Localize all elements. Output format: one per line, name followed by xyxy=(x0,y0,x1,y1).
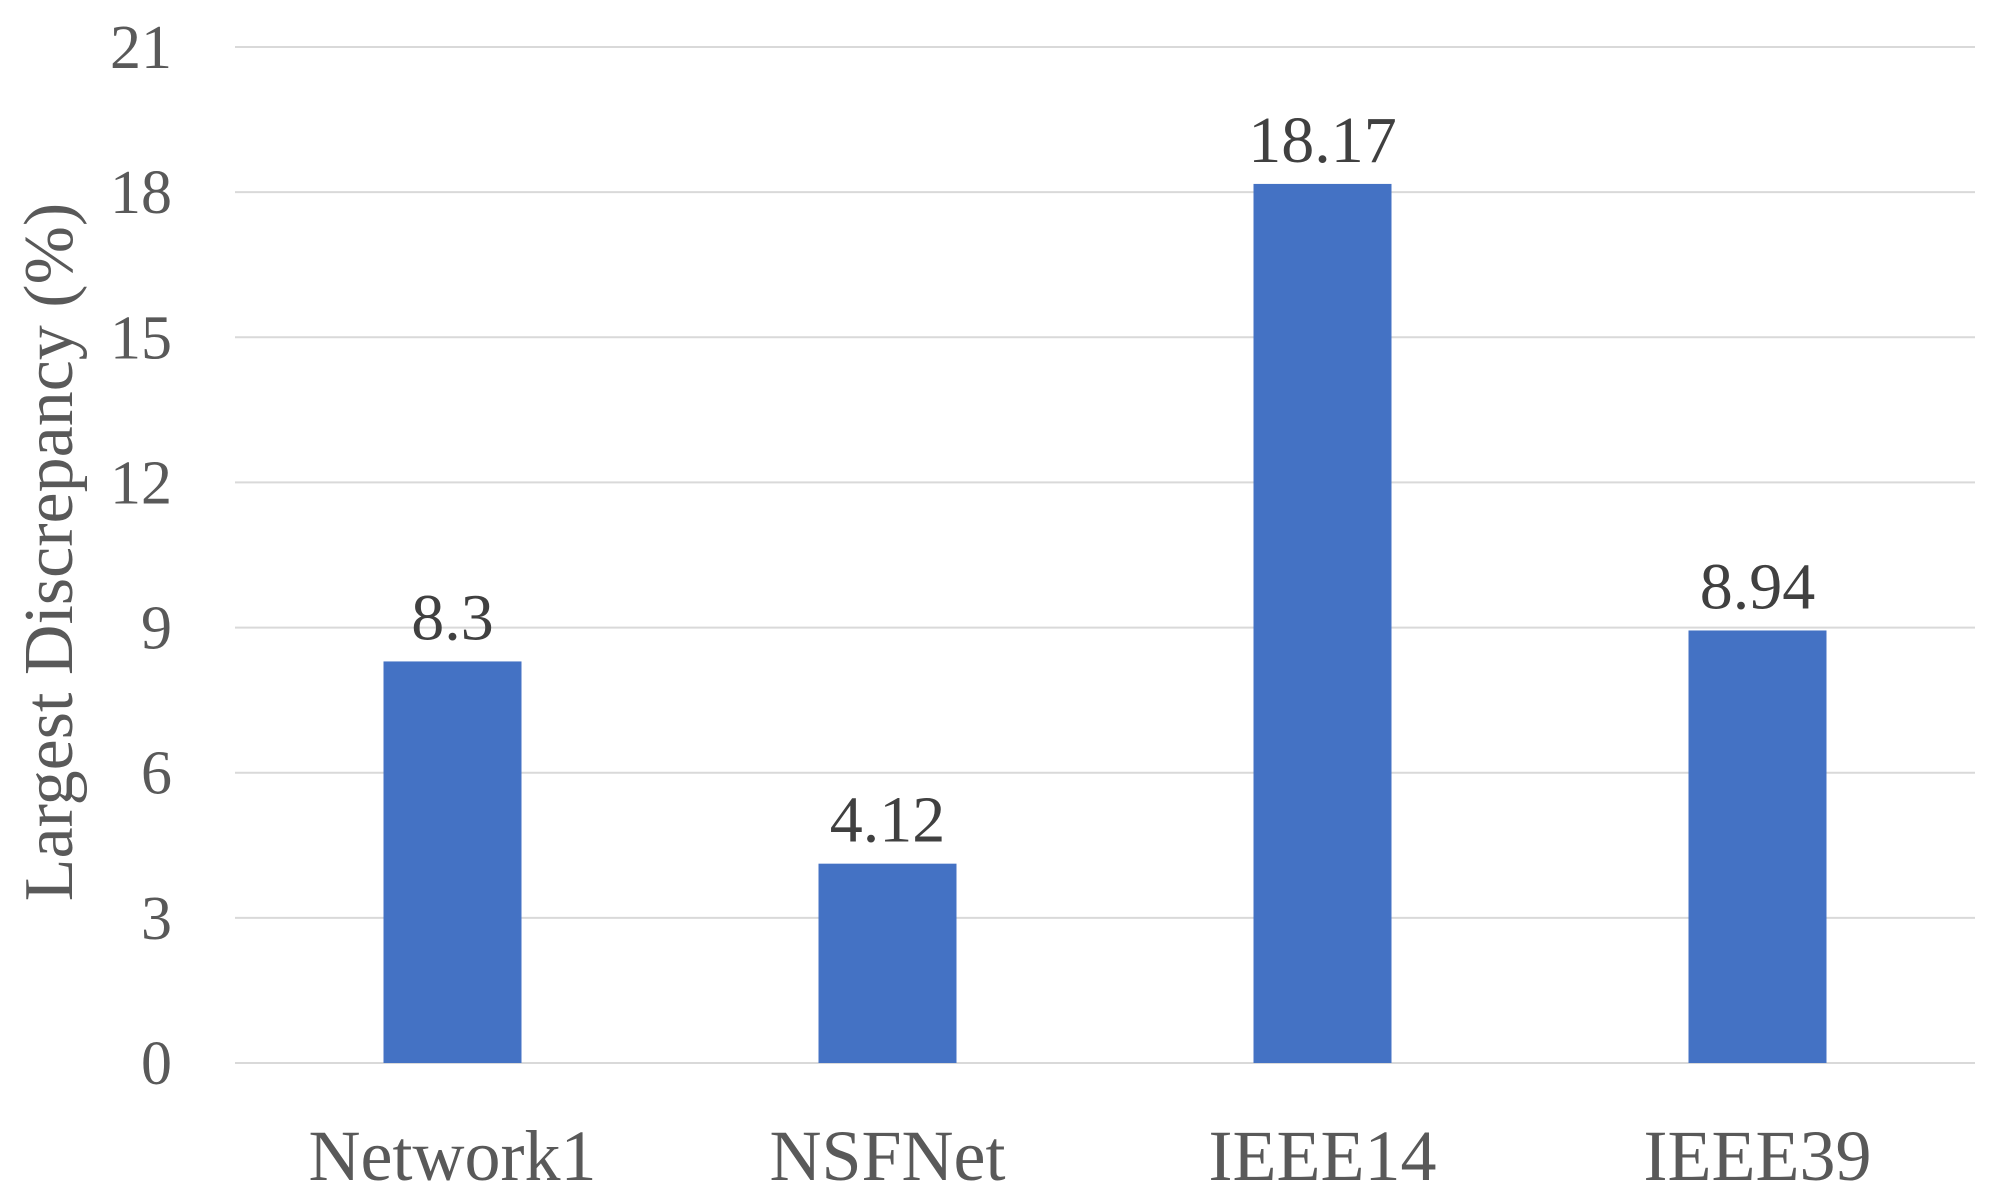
y-tick-label: 0 xyxy=(141,1030,172,1098)
y-tick-label: 12 xyxy=(110,449,172,517)
x-category-label: Network1 xyxy=(309,1116,597,1196)
data-labels: 8.3 4.12 18.17 8.94 xyxy=(411,104,1815,857)
y-axis-tick-labels: 0 3 6 9 12 15 18 21 xyxy=(110,14,172,1098)
y-tick-label: 15 xyxy=(110,304,172,372)
y-tick-label: 9 xyxy=(141,595,172,663)
data-label: 8.94 xyxy=(1700,550,1816,623)
bars xyxy=(383,183,1827,1063)
y-axis-title: Largest Discrepancy (%) xyxy=(11,203,88,901)
x-category-label: IEEE39 xyxy=(1644,1116,1872,1196)
data-label: 18.17 xyxy=(1248,104,1397,177)
x-category-label: NSFNet xyxy=(769,1116,1005,1196)
y-tick-label: 21 xyxy=(110,14,172,82)
data-label: 4.12 xyxy=(830,784,946,857)
data-label: 8.3 xyxy=(411,581,494,654)
bar-nsfnet xyxy=(818,863,957,1063)
y-tick-label: 18 xyxy=(110,159,172,227)
x-axis-category-labels: Network1 NSFNet IEEE14 IEEE39 xyxy=(309,1116,1872,1196)
bar-ieee14 xyxy=(1253,183,1392,1063)
gridlines xyxy=(235,46,1975,1064)
x-category-label: IEEE14 xyxy=(1209,1116,1437,1196)
bar-ieee39 xyxy=(1688,630,1827,1063)
bar-network1 xyxy=(383,661,522,1063)
y-tick-label: 6 xyxy=(141,740,172,808)
y-tick-label: 3 xyxy=(141,885,172,953)
